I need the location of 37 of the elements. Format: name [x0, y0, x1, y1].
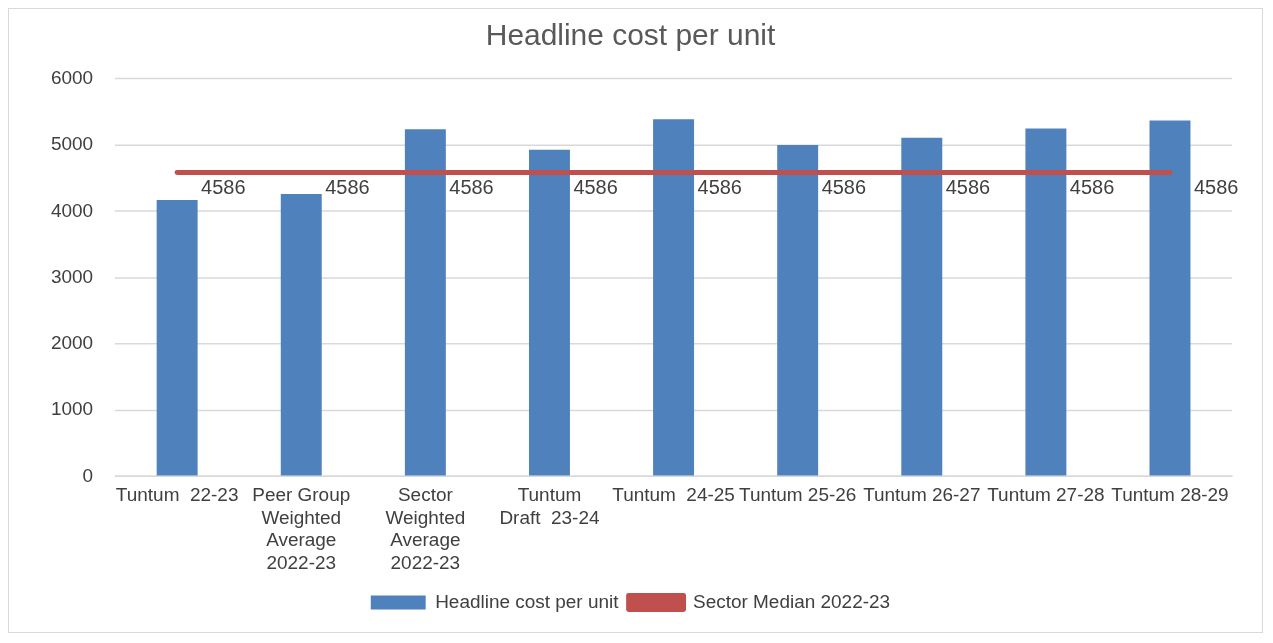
bar	[653, 119, 695, 476]
bar	[1025, 128, 1067, 476]
legend-label: Headline cost per unit	[435, 590, 620, 612]
bar	[156, 200, 198, 476]
bar	[901, 137, 943, 476]
x-tick-label: Sector Weighted Average 2022-23	[385, 483, 466, 574]
y-tick-label: 1000	[50, 398, 94, 420]
bar	[280, 194, 322, 476]
legend-label: Sector Median 2022-23	[693, 590, 891, 612]
bar	[777, 145, 819, 476]
data-label: 4586	[821, 175, 867, 198]
bar	[528, 149, 570, 476]
y-tick-label: 5000	[50, 133, 94, 155]
data-label: 4586	[1069, 175, 1115, 198]
data-label: 4586	[945, 175, 991, 198]
data-label: 4586	[201, 175, 246, 198]
x-tick-label: Tuntum 27-28	[987, 483, 1105, 505]
x-tick-label: Tuntum 25-26	[739, 483, 857, 505]
data-label: 4586	[1193, 175, 1239, 198]
data-label: 4586	[573, 175, 618, 198]
data-label: 4586	[325, 175, 370, 198]
x-tick-label: Tuntum 26-27	[863, 483, 981, 505]
x-tick-label: Peer Group Weighted Average 2022-23	[252, 483, 351, 574]
y-tick-label: 6000	[50, 67, 94, 88]
y-tick-label: 2000	[50, 332, 94, 354]
x-tick-label: Tuntum Draft 23-24	[499, 483, 600, 528]
data-label: 4586	[449, 175, 494, 198]
y-tick-label: 4000	[50, 199, 94, 221]
bar	[1149, 120, 1191, 476]
x-tick-label: Tuntum 24-25	[612, 483, 735, 505]
bar	[404, 129, 446, 476]
x-tick-label: Tuntum 22-23	[115, 483, 239, 505]
y-tick-label: 3000	[50, 265, 94, 287]
chart-title: Headline cost per unit	[485, 18, 776, 52]
x-tick-label: Tuntum 28-29	[1111, 483, 1229, 505]
y-tick-label: 0	[82, 464, 94, 486]
data-label: 4586	[697, 175, 742, 198]
